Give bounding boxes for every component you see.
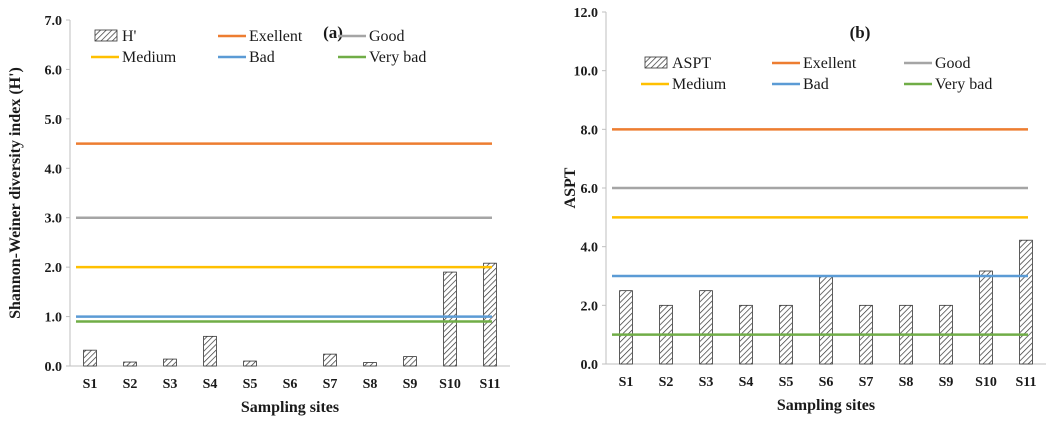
legend-label: Medium [672,76,727,93]
x-tick-label: S4 [739,375,754,390]
y-tick-label: 1.0 [45,311,63,326]
bar-S1 [83,349,97,367]
bar-S10 [979,270,993,365]
y-tick-label: 4.0 [581,241,599,256]
legend-label: Good [369,28,405,45]
y-tick-label: 2.0 [45,261,63,276]
legend-label: Medium [122,49,177,66]
bar-S1 [619,290,633,365]
y-axis-title: Shannon-Weiner diversity index (H') [7,67,24,319]
x-tick-label: S7 [323,377,338,392]
x-tick-label: S4 [203,377,218,392]
bar-S8 [363,362,377,367]
x-tick-label: S3 [699,375,714,390]
bar-S4 [203,335,217,367]
bar-S11 [483,262,497,367]
x-tick-label: S1 [83,377,98,392]
y-tick-label: 12.0 [574,6,599,21]
x-tick-label: S8 [363,377,378,392]
x-tick-label: S7 [859,375,874,390]
y-tick-label: 6.0 [45,63,63,78]
bar-S5 [243,360,257,367]
y-tick-label: 3.0 [45,212,63,227]
y-tick-label: 2.0 [581,299,599,314]
y-tick-label: 8.0 [581,123,599,138]
bar-S2 [123,361,137,367]
panel-label: (b) [850,23,871,42]
y-tick-label: 6.0 [581,182,599,197]
y-tick-label: 5.0 [45,113,63,128]
y-tick-label: 0.0 [45,360,63,375]
chart-panel-1: 0.0 1.0 2.0 3.0 4.0 5.0 6.0 7.0 S1 S2 S3 S4 S5 S6 S7 S8… [7,14,510,416]
legend: ASPT Exellent Good Medium Bad Very bad [641,55,992,93]
legend-label: Very bad [935,76,992,93]
x-tick-label: S11 [479,377,500,392]
bar-S9 [403,356,417,367]
bar-S3 [163,358,177,367]
x-tick-label: S9 [939,375,954,390]
legend-label: Very bad [369,49,426,66]
y-tick-label: 0.0 [581,358,599,373]
x-tick-label: S8 [899,375,914,390]
x-tick-label: S2 [123,377,138,392]
legend-label: H' [122,28,137,45]
legend-label: Exellent [249,28,303,45]
x-axis-title: Sampling sites [241,399,339,416]
bar-S7 [323,353,337,367]
y-tick-label: 7.0 [45,14,63,29]
legend-swatch-bar [644,56,668,69]
x-tick-label: S10 [975,375,997,390]
x-tick-label: S3 [163,377,178,392]
y-tick-label: 10.0 [574,65,599,80]
x-tick-label: S11 [1015,375,1036,390]
panel-label: (a) [323,23,343,42]
x-tick-label: S6 [819,375,834,390]
x-tick-label: S5 [243,377,258,392]
bar-S10 [443,271,457,367]
bar-S6 [819,275,833,365]
bar-S3 [699,290,713,365]
bar-S11 [1019,239,1033,365]
legend-label: Good [935,55,971,72]
x-tick-label: S2 [659,375,674,390]
legend-label: Bad [249,49,275,66]
legend-label: ASPT [672,55,711,72]
y-axis-title: ASPT [562,167,579,208]
x-tick-label: S1 [619,375,634,390]
x-tick-label: S6 [283,377,298,392]
x-axis-title: Sampling sites [777,397,875,414]
legend-label: Exellent [803,55,857,72]
y-tick-label: 4.0 [45,162,63,177]
x-tick-label: S9 [403,377,418,392]
legend-label: Bad [803,76,829,93]
chart-panel-2: 0.0 2.0 4.0 6.0 8.0 10.0 12.0 S1 S2 S3 S4 S5 S6 S7 S8 S… [562,6,1046,414]
x-tick-label: S5 [779,375,794,390]
legend-swatch-bar [94,29,118,42]
x-tick-label: S10 [439,377,461,392]
legend: H' Exellent Good Medium Bad Very bad [91,28,426,66]
